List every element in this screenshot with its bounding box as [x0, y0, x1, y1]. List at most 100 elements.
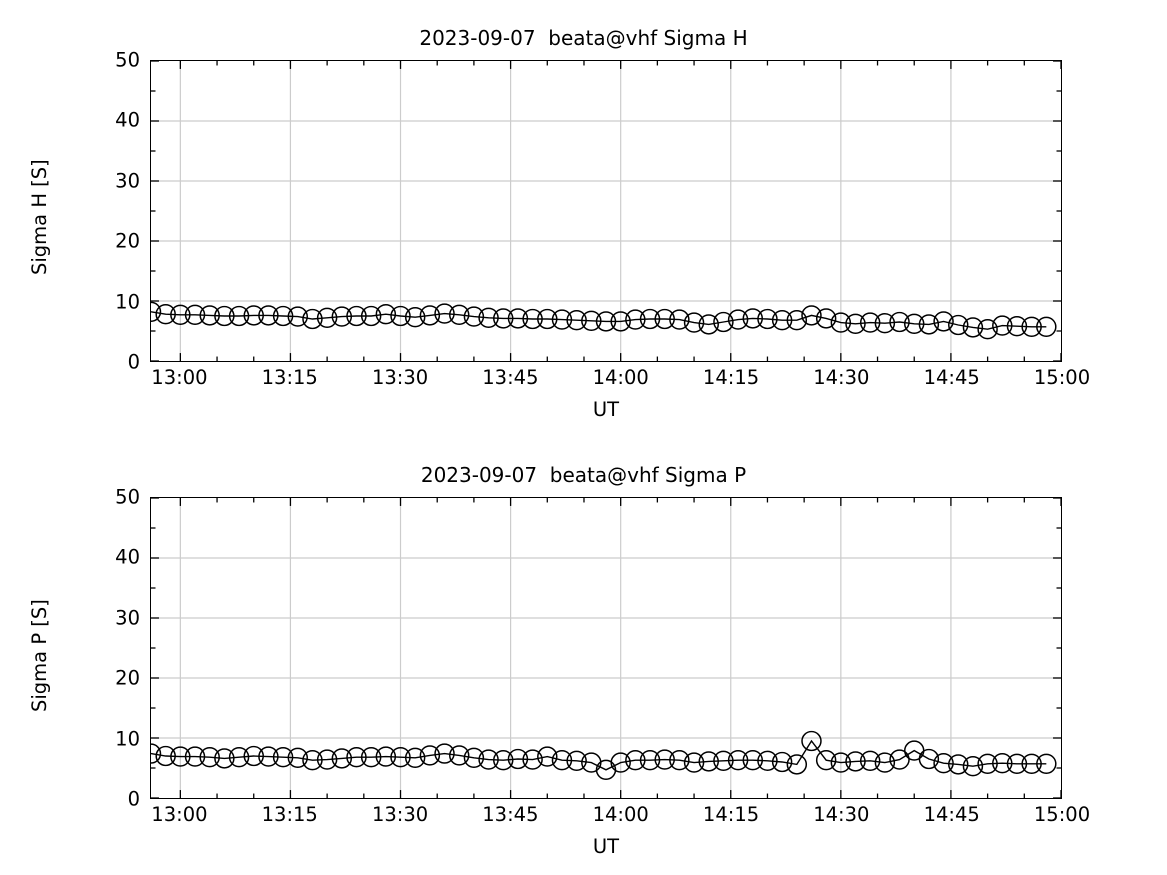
data-point-marker	[977, 319, 998, 340]
y-tick-labels-sigma-p: 0 10 20 30 40 50	[82, 486, 140, 811]
y-tick-label: 40	[115, 545, 140, 569]
data-point-marker	[801, 730, 822, 752]
x-tick-label: 13:30	[371, 803, 429, 826]
data-point-marker	[962, 317, 984, 338]
data-point-marker	[625, 750, 646, 771]
data-point-marker	[742, 750, 764, 771]
data-point-marker	[316, 307, 338, 328]
x-tick-label: 13:15	[261, 803, 318, 826]
x-tick-label: 13:45	[482, 366, 539, 389]
y-tick-label: 50	[115, 48, 140, 72]
data-point-marker	[845, 313, 866, 334]
data-point-marker	[948, 754, 969, 775]
data-point-marker	[214, 305, 235, 327]
data-point-marker	[727, 309, 749, 330]
data-point-marker	[683, 752, 705, 773]
data-point-marker	[258, 305, 279, 326]
data-point-marker	[434, 743, 455, 764]
plot-area-sigma-p	[150, 497, 1062, 799]
data-point-marker	[610, 311, 631, 332]
x-tick-label: 14:45	[923, 366, 980, 389]
data-point-marker	[390, 305, 411, 327]
data-point-marker	[199, 747, 220, 768]
data-point-marker	[595, 311, 617, 332]
data-point-marker	[918, 748, 940, 770]
data-point-marker	[815, 750, 837, 771]
y-axis-label-sigma-h: Sigma H [S]	[28, 159, 51, 275]
x-tick-label: 14:45	[923, 803, 980, 826]
data-point-marker	[948, 314, 969, 336]
data-point-marker	[551, 309, 573, 330]
data-point-marker	[448, 304, 470, 325]
data-point-marker	[566, 310, 587, 331]
data-point-marker	[360, 305, 382, 327]
data-point-marker	[610, 752, 631, 773]
data-point-marker	[1006, 316, 1028, 337]
data-point-marker	[698, 751, 719, 772]
data-point-marker	[522, 749, 543, 770]
data-point-marker	[962, 756, 984, 777]
x-tick-label: 13:30	[371, 366, 429, 389]
data-point-marker	[316, 749, 338, 770]
y-tick-label: 40	[115, 108, 140, 132]
data-point-marker	[625, 309, 646, 330]
data-point-marker	[184, 746, 206, 767]
data-point-marker	[493, 750, 514, 771]
y-tick-label: 30	[115, 606, 140, 630]
data-point-marker	[669, 309, 690, 330]
data-point-marker	[463, 306, 485, 327]
data-point-marker	[463, 747, 485, 768]
data-point-marker	[331, 748, 353, 769]
y-tick-label: 10	[115, 290, 140, 314]
y-tick-labels-sigma-h: 0 10 20 30 40 50	[82, 49, 140, 374]
data-point-marker	[331, 306, 353, 327]
data-point-marker	[287, 747, 309, 768]
data-point-marker	[419, 745, 441, 766]
data-point-marker	[287, 306, 309, 327]
plot-area-sigma-h	[150, 60, 1062, 362]
data-point-marker	[654, 308, 675, 330]
data-point-marker	[713, 311, 734, 333]
data-line	[151, 311, 1047, 330]
data-point-marker	[390, 747, 411, 768]
y-tick-label: 30	[115, 169, 140, 193]
data-point-marker	[537, 746, 558, 767]
data-point-marker	[1006, 753, 1028, 774]
data-point-marker	[918, 314, 940, 335]
x-tick-label: 14:00	[592, 803, 649, 826]
data-point-marker	[830, 312, 852, 333]
data-point-marker	[801, 305, 822, 326]
plot-svg-sigma-p	[151, 498, 1061, 798]
data-point-marker	[698, 314, 719, 335]
data-point-marker	[933, 311, 954, 332]
chart-panel-sigma-h: 2023-09-07 beata@vhf Sigma H Sigma H [S]…	[0, 0, 1167, 437]
data-point-marker	[639, 750, 661, 771]
data-point-marker	[874, 313, 896, 334]
data-point-marker	[404, 747, 426, 768]
data-point-marker	[992, 315, 1013, 336]
data-point-marker	[551, 750, 573, 771]
data-point-marker	[155, 745, 176, 767]
data-point-marker	[757, 308, 778, 330]
data-point-marker	[448, 745, 470, 766]
y-tick-label: 50	[115, 485, 140, 509]
data-point-marker	[228, 305, 250, 327]
data-point-marker	[404, 307, 426, 328]
data-point-marker	[713, 750, 734, 771]
data-point-marker	[243, 745, 264, 767]
y-tick-label: 0	[127, 787, 140, 811]
x-tick-label: 13:45	[482, 803, 539, 826]
data-point-marker	[757, 750, 778, 771]
data-point-marker	[170, 304, 191, 325]
y-tick-label: 10	[115, 727, 140, 751]
data-point-marker	[214, 748, 235, 769]
data-point-marker	[815, 308, 837, 329]
x-tick-label: 14:30	[813, 366, 870, 389]
data-point-marker	[228, 747, 250, 768]
data-point-marker	[478, 749, 499, 770]
data-point-marker	[859, 750, 881, 771]
data-point-marker	[375, 746, 397, 767]
data-point-marker	[258, 746, 279, 767]
x-tick-labels-sigma-p: 13:00 13:15 13:30 13:45 14:00 14:15 14:30 14:45…	[150, 803, 1090, 833]
